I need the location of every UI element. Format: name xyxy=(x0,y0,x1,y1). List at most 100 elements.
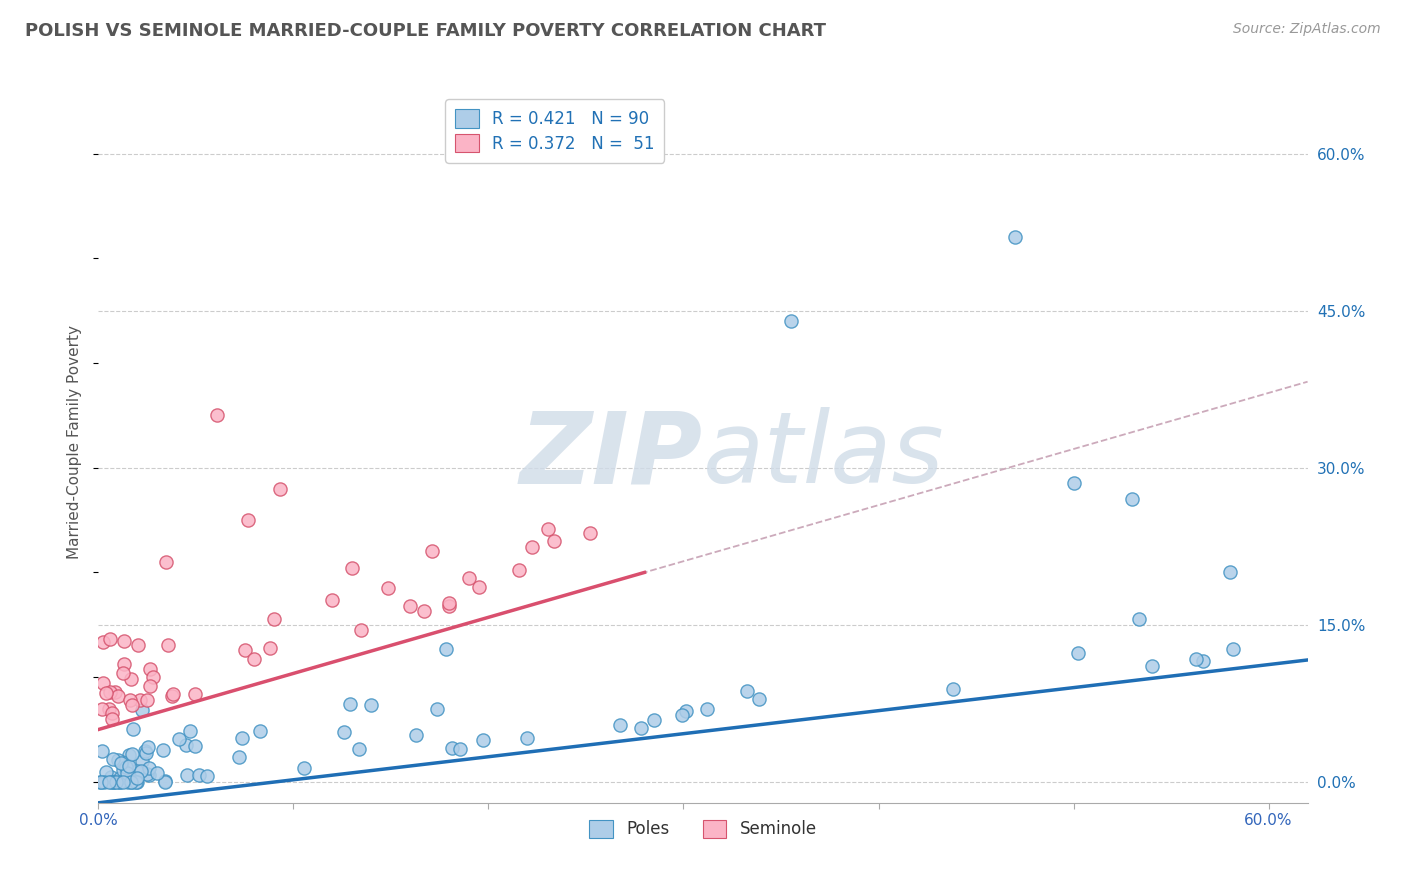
Point xyxy=(118,759,141,773)
Point xyxy=(537,522,560,536)
Point xyxy=(125,775,148,789)
Point xyxy=(1004,230,1026,244)
Point xyxy=(100,706,122,721)
Point xyxy=(184,739,207,754)
Point xyxy=(236,513,259,527)
Point xyxy=(107,753,129,767)
Legend: Poles, Seminole: Poles, Seminole xyxy=(583,813,823,845)
Point xyxy=(131,754,153,768)
Point xyxy=(115,759,138,773)
Point xyxy=(127,638,149,652)
Point xyxy=(122,722,145,736)
Point xyxy=(1063,476,1085,491)
Point xyxy=(101,712,124,726)
Point xyxy=(748,691,770,706)
Point xyxy=(91,675,114,690)
Point xyxy=(205,409,228,423)
Point xyxy=(263,612,285,626)
Point xyxy=(458,571,481,585)
Point xyxy=(138,767,160,781)
Point xyxy=(103,775,125,789)
Point xyxy=(167,731,190,746)
Point xyxy=(578,526,600,541)
Point xyxy=(112,633,135,648)
Point xyxy=(111,756,134,770)
Point xyxy=(340,561,363,575)
Point xyxy=(121,747,143,761)
Point xyxy=(118,748,141,763)
Point xyxy=(440,740,463,755)
Point xyxy=(675,704,697,718)
Point xyxy=(1121,492,1143,507)
Point xyxy=(136,740,159,755)
Point xyxy=(90,775,112,789)
Point xyxy=(105,775,128,789)
Point xyxy=(1067,646,1090,660)
Point xyxy=(152,742,174,756)
Point xyxy=(249,724,271,739)
Point xyxy=(231,731,253,746)
Point xyxy=(121,775,143,789)
Point xyxy=(350,624,373,638)
Point xyxy=(117,775,139,789)
Point xyxy=(118,693,141,707)
Point xyxy=(94,686,117,700)
Point xyxy=(333,725,356,739)
Point xyxy=(91,701,114,715)
Point xyxy=(101,752,124,766)
Point xyxy=(107,689,129,703)
Point xyxy=(1128,612,1150,626)
Point xyxy=(90,744,112,758)
Point xyxy=(138,761,160,775)
Point xyxy=(1185,651,1208,665)
Point xyxy=(269,482,291,496)
Point xyxy=(339,697,361,711)
Point xyxy=(321,592,343,607)
Point xyxy=(108,775,131,789)
Point xyxy=(153,773,176,788)
Point xyxy=(104,685,127,699)
Point xyxy=(100,770,122,784)
Point xyxy=(377,581,399,595)
Point xyxy=(259,640,281,655)
Point xyxy=(360,698,382,713)
Point xyxy=(155,555,177,569)
Point xyxy=(127,764,149,779)
Point xyxy=(121,698,143,712)
Point xyxy=(139,662,162,676)
Point xyxy=(1219,566,1241,580)
Point xyxy=(1222,642,1244,657)
Point xyxy=(609,718,631,732)
Point xyxy=(98,684,121,698)
Point xyxy=(420,544,443,558)
Point xyxy=(120,772,142,787)
Point xyxy=(114,657,136,672)
Point xyxy=(520,541,543,555)
Point xyxy=(179,724,201,739)
Point xyxy=(93,775,115,789)
Point xyxy=(91,635,114,649)
Point xyxy=(136,766,159,780)
Point xyxy=(134,744,156,758)
Point xyxy=(426,702,449,716)
Point xyxy=(630,721,652,735)
Point xyxy=(98,775,121,789)
Point xyxy=(155,775,177,789)
Point xyxy=(108,775,131,789)
Point xyxy=(349,741,371,756)
Point xyxy=(405,728,427,742)
Point xyxy=(129,764,152,778)
Point xyxy=(412,604,434,618)
Point xyxy=(89,775,111,789)
Point xyxy=(439,599,461,613)
Point xyxy=(399,599,422,613)
Point xyxy=(129,693,152,707)
Point xyxy=(135,693,157,707)
Point xyxy=(157,638,180,652)
Point xyxy=(162,687,184,701)
Point xyxy=(120,672,142,686)
Point xyxy=(94,765,117,780)
Point xyxy=(146,766,169,780)
Point xyxy=(543,533,565,548)
Point xyxy=(449,742,471,756)
